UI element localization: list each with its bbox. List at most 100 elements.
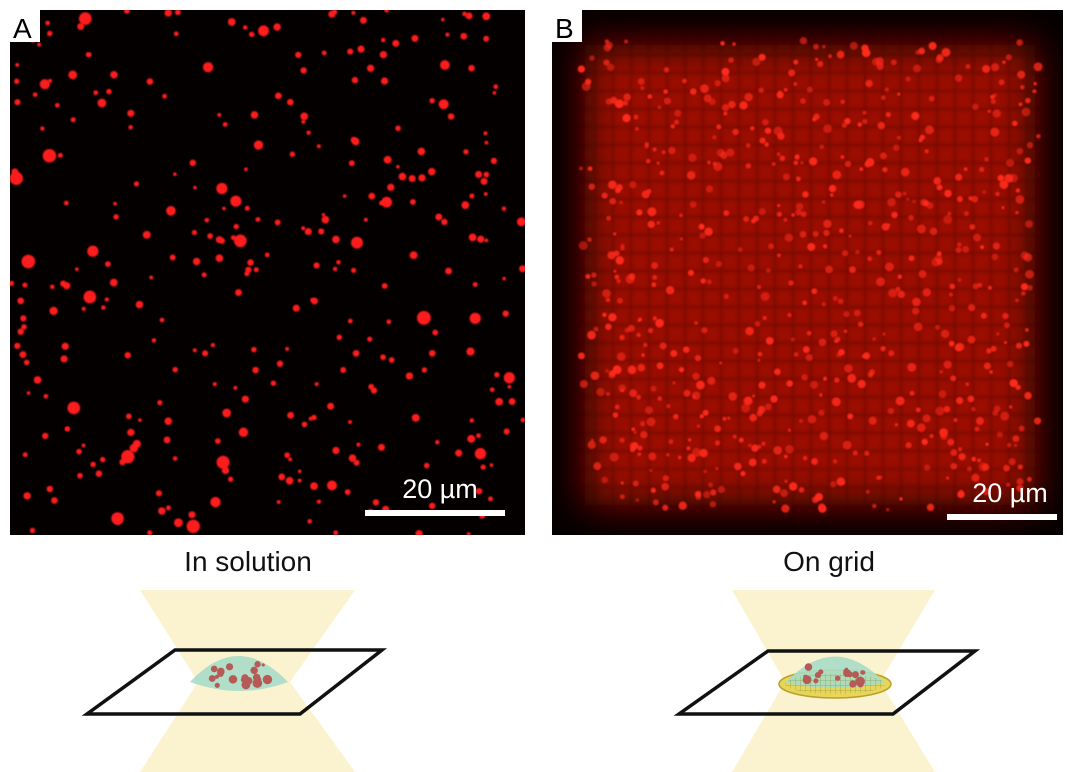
particle	[785, 445, 794, 454]
particle	[683, 390, 690, 397]
particle	[852, 671, 859, 678]
particle	[838, 298, 844, 304]
particle	[832, 397, 841, 406]
particle	[809, 157, 817, 165]
particle	[417, 311, 431, 325]
particle	[349, 454, 357, 462]
particle	[823, 124, 832, 133]
particle	[919, 270, 927, 278]
particle	[606, 98, 613, 105]
particle	[629, 389, 637, 397]
particle	[995, 192, 999, 196]
particle	[683, 346, 690, 353]
particle	[502, 277, 506, 281]
particle	[823, 220, 831, 228]
particle	[799, 487, 805, 493]
particle	[1022, 108, 1031, 117]
particle	[90, 462, 96, 468]
particle	[807, 87, 813, 93]
particle	[823, 377, 827, 381]
particle	[467, 532, 471, 536]
particle	[460, 33, 467, 40]
particle	[971, 457, 976, 462]
particle	[275, 92, 282, 99]
particle	[580, 380, 588, 388]
particle	[343, 194, 347, 198]
particle	[205, 218, 210, 223]
particle	[223, 122, 228, 127]
particle	[348, 420, 352, 424]
particle	[822, 45, 825, 48]
particle	[701, 327, 707, 333]
particle	[906, 76, 911, 81]
particle	[435, 213, 442, 220]
particle	[60, 281, 66, 287]
particle	[727, 417, 730, 420]
particle	[811, 458, 818, 465]
particle	[700, 278, 706, 284]
particle	[974, 427, 979, 432]
particle	[885, 262, 894, 271]
particle	[660, 171, 665, 176]
particle	[813, 678, 818, 683]
particle	[818, 410, 824, 416]
diagram-grid	[679, 590, 975, 772]
particle	[738, 247, 743, 252]
particle	[915, 50, 920, 55]
particle	[985, 443, 988, 446]
particle	[591, 439, 594, 442]
particle	[862, 119, 867, 124]
particle	[787, 313, 791, 317]
particle	[762, 459, 767, 464]
particle	[322, 216, 330, 224]
particle	[823, 244, 827, 248]
particle	[263, 675, 272, 684]
particle	[14, 79, 19, 84]
particle	[386, 319, 391, 324]
particle	[666, 453, 670, 457]
particle	[484, 192, 488, 196]
particle	[1023, 341, 1029, 347]
particle	[156, 490, 162, 496]
particle	[815, 58, 818, 61]
particle	[190, 160, 196, 166]
particle	[215, 438, 221, 444]
particle	[50, 285, 55, 290]
particle	[470, 313, 481, 324]
particle	[353, 350, 360, 357]
particle	[777, 91, 784, 98]
particle	[604, 44, 612, 52]
particle	[806, 354, 813, 361]
particle	[128, 125, 133, 130]
particle	[640, 431, 648, 439]
particle	[984, 157, 989, 162]
particle	[615, 404, 620, 409]
particle	[668, 439, 673, 444]
particle	[245, 677, 253, 685]
particle	[845, 668, 849, 672]
particle	[243, 25, 248, 30]
particle	[585, 274, 590, 279]
particle	[710, 489, 716, 495]
particle	[424, 463, 430, 469]
particle	[215, 683, 220, 688]
particle	[722, 68, 730, 76]
particle	[469, 233, 477, 241]
particle	[927, 504, 934, 511]
caption: On grid	[783, 546, 875, 577]
particle	[422, 367, 427, 372]
particle	[808, 415, 816, 423]
particle	[958, 447, 962, 451]
particle	[794, 154, 799, 159]
particle	[977, 459, 981, 463]
particle	[448, 113, 455, 120]
particle	[211, 343, 215, 347]
particle	[410, 199, 416, 205]
particle	[937, 251, 942, 256]
particle	[651, 488, 656, 493]
particle	[715, 440, 720, 445]
particle	[967, 336, 975, 344]
particle	[187, 520, 200, 533]
particle	[445, 32, 449, 36]
particle	[897, 93, 900, 96]
